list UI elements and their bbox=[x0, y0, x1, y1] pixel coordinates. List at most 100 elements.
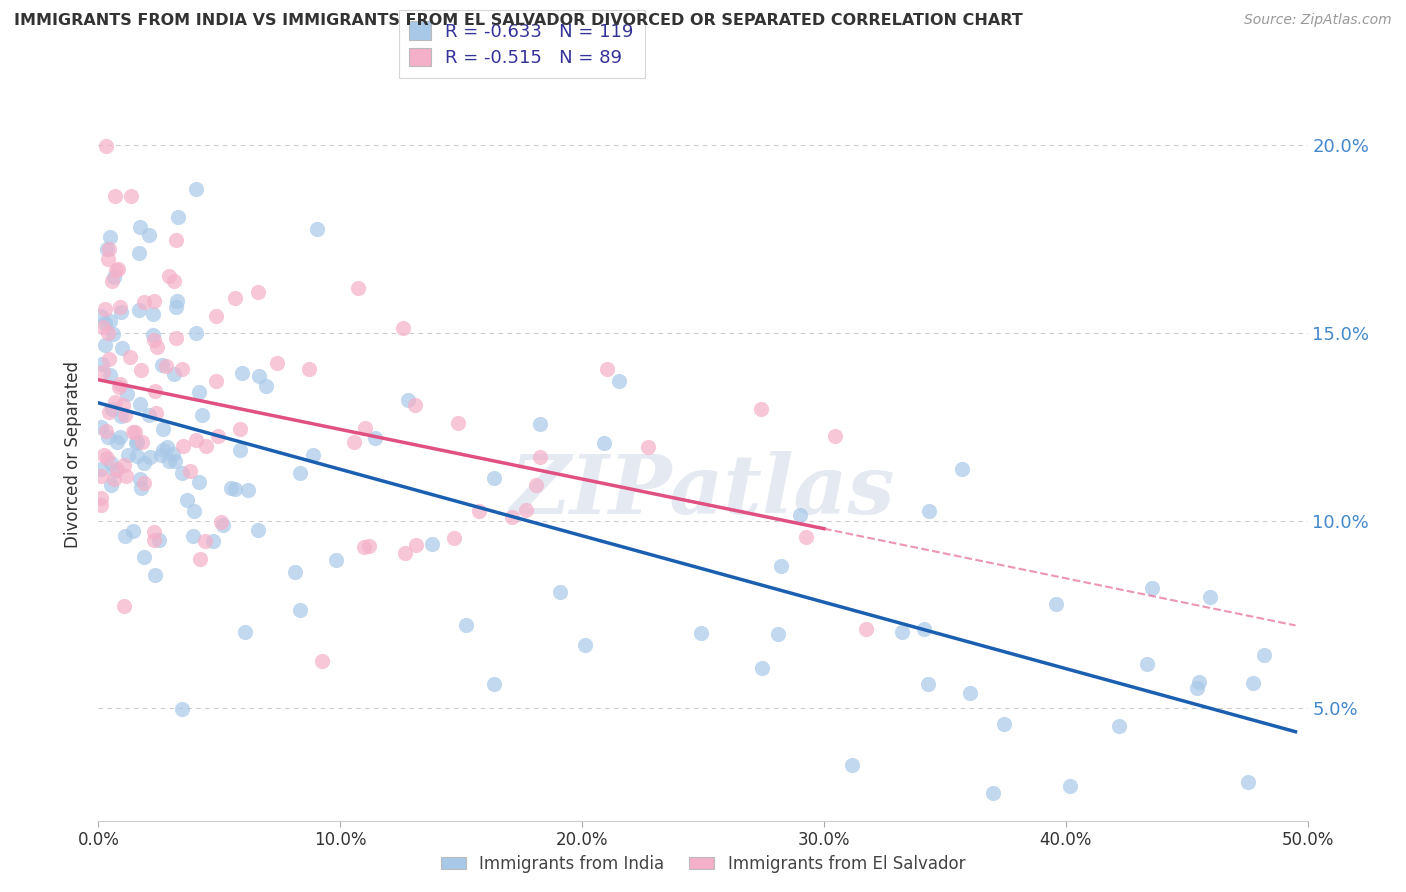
Point bbox=[143, 384, 166, 398]
Point bbox=[219, 481, 242, 495]
Point bbox=[96, 451, 118, 466]
Point bbox=[149, 449, 172, 463]
Point bbox=[993, 717, 1015, 731]
Point bbox=[405, 538, 427, 552]
Point bbox=[100, 478, 122, 492]
Point bbox=[93, 448, 115, 462]
Point bbox=[224, 291, 246, 305]
Text: ZIPatlas: ZIPatlas bbox=[510, 451, 896, 532]
Point bbox=[134, 456, 156, 470]
Point bbox=[918, 503, 941, 517]
Point bbox=[307, 222, 329, 236]
Point bbox=[129, 397, 152, 411]
Point bbox=[183, 504, 205, 518]
Point bbox=[482, 471, 505, 485]
Point bbox=[422, 537, 444, 551]
Point bbox=[890, 625, 912, 640]
Point bbox=[111, 341, 134, 355]
Point bbox=[347, 280, 370, 294]
Point bbox=[90, 498, 112, 512]
Point bbox=[1199, 590, 1222, 604]
Point bbox=[1108, 719, 1130, 733]
Point bbox=[443, 531, 465, 545]
Point bbox=[1253, 648, 1275, 662]
Point bbox=[138, 228, 160, 243]
Point bbox=[266, 356, 288, 370]
Point bbox=[128, 246, 150, 260]
Point bbox=[128, 303, 150, 318]
Point bbox=[94, 302, 117, 317]
Point bbox=[115, 468, 138, 483]
Point bbox=[132, 475, 155, 490]
Text: IMMIGRANTS FROM INDIA VS IMMIGRANTS FROM EL SALVADOR DIVORCED OR SEPARATED CORRE: IMMIGRANTS FROM INDIA VS IMMIGRANTS FROM… bbox=[14, 13, 1022, 29]
Point bbox=[166, 211, 188, 225]
Point bbox=[172, 362, 194, 376]
Point bbox=[841, 758, 863, 772]
Point bbox=[98, 243, 121, 257]
Point bbox=[170, 702, 193, 716]
Point bbox=[114, 409, 136, 423]
Point bbox=[145, 406, 167, 420]
Point bbox=[111, 398, 134, 412]
Point bbox=[1185, 681, 1208, 696]
Point bbox=[515, 502, 537, 516]
Point bbox=[96, 242, 118, 256]
Point bbox=[205, 309, 228, 323]
Point bbox=[112, 458, 135, 472]
Point bbox=[184, 326, 207, 340]
Point bbox=[548, 584, 571, 599]
Legend: R = -0.633   N = 119, R = -0.515   N = 89: R = -0.633 N = 119, R = -0.515 N = 89 bbox=[398, 11, 645, 78]
Point bbox=[124, 425, 146, 439]
Point bbox=[246, 285, 269, 300]
Point bbox=[184, 433, 207, 447]
Point bbox=[855, 622, 877, 636]
Point bbox=[290, 603, 312, 617]
Point bbox=[118, 350, 141, 364]
Point bbox=[132, 549, 155, 564]
Point bbox=[912, 622, 935, 636]
Point bbox=[91, 366, 114, 380]
Point bbox=[229, 443, 252, 458]
Point bbox=[343, 434, 366, 449]
Point bbox=[181, 529, 204, 543]
Point bbox=[97, 351, 120, 366]
Point bbox=[143, 568, 166, 582]
Point bbox=[156, 440, 179, 454]
Point bbox=[90, 491, 112, 506]
Point bbox=[769, 559, 792, 574]
Point bbox=[142, 524, 165, 539]
Point bbox=[120, 188, 142, 202]
Point bbox=[1059, 780, 1081, 794]
Point bbox=[103, 472, 125, 486]
Point bbox=[205, 374, 228, 388]
Point bbox=[482, 677, 505, 691]
Point bbox=[163, 368, 186, 382]
Point bbox=[152, 422, 174, 436]
Point bbox=[165, 300, 187, 314]
Point bbox=[139, 450, 162, 465]
Point bbox=[187, 475, 209, 489]
Point bbox=[104, 263, 127, 277]
Point bbox=[155, 359, 177, 374]
Point bbox=[1136, 657, 1159, 671]
Point bbox=[104, 395, 127, 409]
Point bbox=[290, 466, 312, 480]
Point bbox=[101, 274, 124, 288]
Point bbox=[114, 529, 136, 543]
Point bbox=[124, 435, 146, 450]
Point bbox=[207, 429, 229, 443]
Point bbox=[359, 539, 381, 553]
Legend: Immigrants from India, Immigrants from El Salvador: Immigrants from India, Immigrants from E… bbox=[434, 848, 972, 880]
Point bbox=[789, 508, 811, 522]
Point bbox=[950, 461, 973, 475]
Point bbox=[90, 468, 112, 483]
Point bbox=[176, 493, 198, 508]
Point bbox=[1188, 675, 1211, 690]
Point bbox=[90, 462, 112, 476]
Point bbox=[125, 434, 148, 449]
Point bbox=[172, 439, 194, 453]
Point bbox=[90, 310, 112, 324]
Point bbox=[179, 465, 201, 479]
Point bbox=[404, 398, 426, 412]
Point bbox=[229, 422, 252, 436]
